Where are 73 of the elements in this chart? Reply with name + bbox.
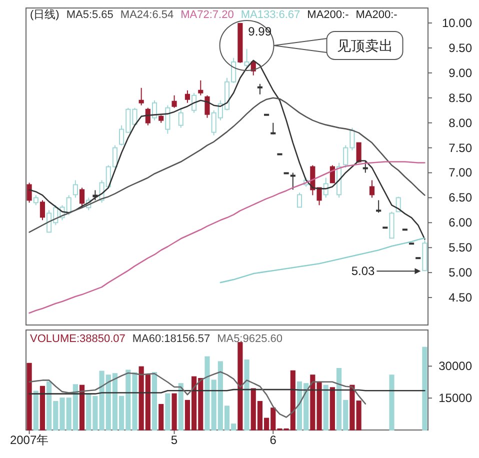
bar xyxy=(178,383,184,430)
bar xyxy=(40,386,46,430)
annotation: MA200:- xyxy=(356,9,398,21)
text: MA5:9625.60 xyxy=(217,333,282,345)
bar xyxy=(389,374,394,430)
line-series xyxy=(28,371,366,418)
y-tick-label: 6.50 xyxy=(448,190,472,205)
candlestick xyxy=(192,92,197,114)
candlestick xyxy=(92,190,98,201)
annotation: MA200:- xyxy=(307,9,350,21)
series-label: VOLUME:38850.07 xyxy=(30,333,126,345)
candlestick xyxy=(26,182,32,204)
candlestick xyxy=(356,142,362,164)
y-tick-label: 8.50 xyxy=(448,90,472,105)
bar xyxy=(244,360,250,430)
candlestick xyxy=(257,83,262,95)
text: MA133:6.67 xyxy=(240,9,300,21)
candlestick xyxy=(165,104,170,134)
x-tick-label: 5 xyxy=(170,433,178,447)
text: MA24:6.54 xyxy=(120,9,174,21)
x-tick-label: 6 xyxy=(270,433,277,447)
bar xyxy=(172,393,177,430)
candlestick xyxy=(330,164,335,184)
bar xyxy=(165,393,170,430)
y-tick-label: 30000 xyxy=(438,359,472,374)
y-tick-label: 5.50 xyxy=(448,240,472,255)
candlestick xyxy=(33,194,38,206)
candlestick xyxy=(369,180,375,198)
y-tick-label: 4.50 xyxy=(448,290,472,305)
candlestick xyxy=(244,48,250,68)
candlestick xyxy=(138,87,144,106)
y-tick-label: 6.00 xyxy=(448,216,472,230)
bar xyxy=(238,342,243,430)
bar xyxy=(158,404,164,430)
candlestick xyxy=(198,80,204,96)
y-tick-label: 7.00 xyxy=(448,166,472,180)
y-tick-label: 7.50 xyxy=(448,140,472,155)
candlestick xyxy=(376,200,382,214)
line-series xyxy=(220,237,426,284)
candlestick xyxy=(204,94,210,118)
candlestick xyxy=(362,160,368,174)
candlestick xyxy=(40,200,46,221)
annotation: 5.03 xyxy=(351,264,376,278)
annotation: (日线) xyxy=(30,8,60,21)
bar xyxy=(26,362,32,430)
bar xyxy=(422,346,428,430)
x-tick-label: 2007年 xyxy=(10,433,49,447)
candlestick xyxy=(152,100,158,121)
bar xyxy=(33,390,38,430)
y-tick-label: 9.50 xyxy=(448,40,472,55)
bar xyxy=(79,384,85,430)
line-series xyxy=(28,97,426,233)
annotation: 见顶卖出 xyxy=(336,37,393,54)
candlestick xyxy=(270,122,276,135)
candlestick xyxy=(178,107,184,128)
bar xyxy=(323,384,328,430)
candlestick xyxy=(296,192,302,208)
candlestick xyxy=(184,90,190,104)
y-tick-label: 5.00 xyxy=(448,266,472,280)
candlestick xyxy=(72,180,78,198)
text: MA5:5.65 xyxy=(66,9,114,21)
text: MA72:7.20 xyxy=(180,9,234,21)
bar xyxy=(330,387,335,430)
candlestick xyxy=(290,172,296,190)
bar xyxy=(152,372,158,430)
y-tick-label: 15000 xyxy=(438,391,472,406)
candlestick xyxy=(79,187,85,208)
y-tick-label: 10.00 xyxy=(442,16,472,30)
text: MA60:18156.57 xyxy=(132,333,210,345)
candlestick xyxy=(145,107,150,126)
y-tick-label: 8.00 xyxy=(448,116,472,130)
candlestick xyxy=(172,94,177,108)
y-tick-label: 9.00 xyxy=(448,66,472,80)
